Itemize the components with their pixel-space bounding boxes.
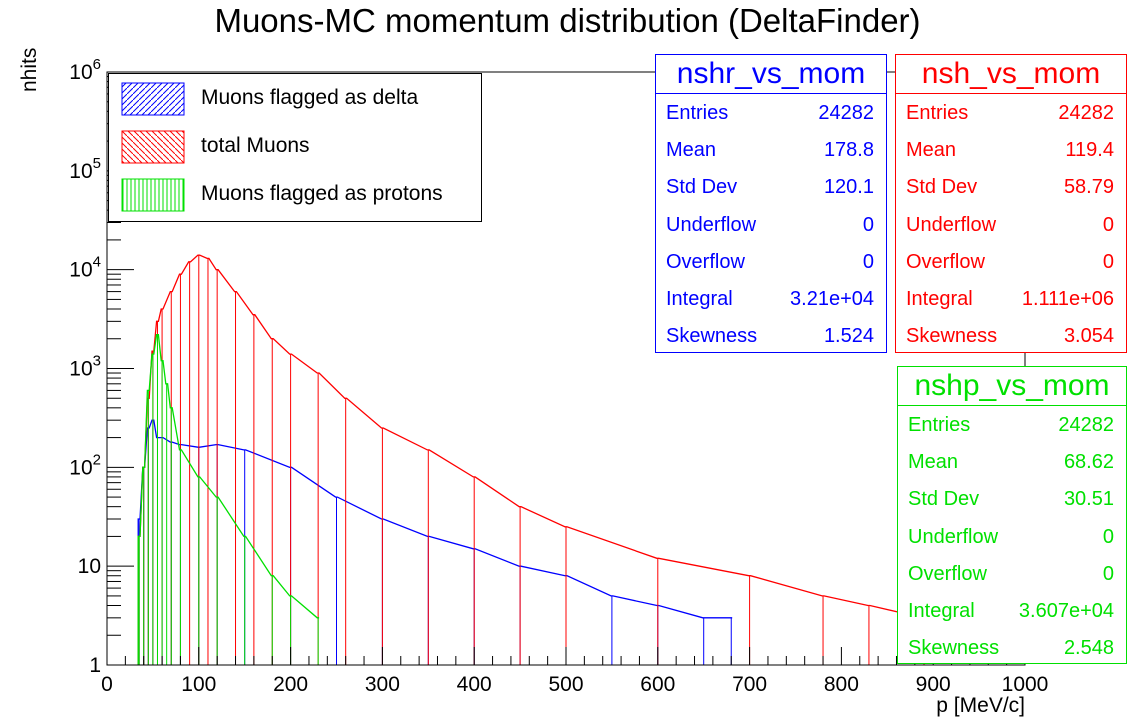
stats-row-skewness: Skewness 1.524 <box>666 325 874 348</box>
stats-row-mean: Mean 68.62 <box>908 451 1114 474</box>
series-line-0 <box>137 419 733 665</box>
stats-row-integral: Integral 3.21e+04 <box>666 287 874 310</box>
series-line-1 <box>137 254 925 665</box>
stats-row-overflow: Overflow 0 <box>906 250 1114 273</box>
axes-group: 0 100 200 300 400 500 600 700 800 900 1000 1 10 102 10… <box>69 56 1048 696</box>
x-tick-label: 500 <box>548 673 583 696</box>
y-tick-label: 103 <box>69 353 101 381</box>
stats-row-overflow: Overflow 0 <box>666 250 874 273</box>
y-tick-label: 102 <box>69 451 101 479</box>
stats-row-overflow: Overflow 0 <box>908 562 1114 585</box>
stats-row-entries: Entries 24282 <box>906 102 1114 124</box>
stats-row-stddev: Std Dev 58.79 <box>906 176 1114 199</box>
y-tick-label: 105 <box>69 155 101 183</box>
legend-swatch-protons <box>121 178 185 212</box>
legend-label-delta: Muons flagged as delta <box>201 86 419 109</box>
stats-row-entries: Entries 24282 <box>908 414 1114 436</box>
stats-row-skewness: Skewness 2.548 <box>908 637 1114 660</box>
y-tick-label: 1 <box>89 654 101 677</box>
legend-label-total: total Muons <box>201 134 310 157</box>
stats-row-integral: Integral 3.607e+04 <box>908 599 1114 622</box>
x-tick-label: 100 <box>181 673 216 696</box>
y-tick-label: 104 <box>69 254 101 282</box>
stats-row-entries: Entries 24282 <box>666 102 874 124</box>
stats-box-nshp: nshp_vs_mom Entries 24282 Mean 68.62 Std D… <box>897 366 1127 664</box>
stats-row-stddev: Std Dev 30.51 <box>908 488 1114 511</box>
stats-row-mean: Mean 119.4 <box>906 139 1114 162</box>
legend: Muons flagged as delta total Muons Muons… <box>108 73 482 222</box>
stats-title-nshr: nshr_vs_mom <box>656 55 886 94</box>
stats-box-nshr: nshr_vs_mom Entries 24282 Mean 178.8 Std D… <box>655 54 887 353</box>
histogram-series-group <box>137 254 925 665</box>
legend-label-protons: Muons flagged as protons <box>201 182 443 205</box>
x-tick-label: 600 <box>640 673 675 696</box>
stats-box-nsh: nsh_vs_mom Entries 24282 Mean 119.4 Std De… <box>895 54 1127 353</box>
x-tick-label: 300 <box>365 673 400 696</box>
y-axis-label: nhits <box>18 47 41 92</box>
stats-title-nsh: nsh_vs_mom <box>896 55 1126 94</box>
x-tick-label: 800 <box>824 673 859 696</box>
x-tick-label: 1000 <box>1002 673 1049 696</box>
stats-row-stddev: Std Dev 120.1 <box>666 176 874 199</box>
legend-swatch-delta <box>121 82 185 116</box>
y-tick-label: 10 <box>78 555 101 578</box>
chart-title: Muons-MC momentum distribution (DeltaFin… <box>214 2 921 39</box>
series-line-2 <box>137 334 320 665</box>
x-tick-label: 900 <box>916 673 951 696</box>
stats-row-integral: Integral 1.111e+06 <box>906 287 1114 310</box>
x-tick-label: 700 <box>732 673 767 696</box>
x-tick-label: 400 <box>457 673 492 696</box>
stats-row-underflow: Underflow 0 <box>908 525 1114 548</box>
stats-row-underflow: Underflow 0 <box>666 213 874 236</box>
stats-row-mean: Mean 178.8 <box>666 139 874 162</box>
x-tick-label: 200 <box>273 673 308 696</box>
x-axis-label: p [MeV/c] <box>936 694 1025 717</box>
stats-row-skewness: Skewness 3.054 <box>906 325 1114 348</box>
stats-row-underflow: Underflow 0 <box>906 213 1114 236</box>
stats-title-nshp: nshp_vs_mom <box>898 367 1126 406</box>
legend-swatch-total <box>121 130 185 164</box>
x-tick-label: 0 <box>101 673 113 696</box>
y-tick-label: 106 <box>69 56 101 84</box>
